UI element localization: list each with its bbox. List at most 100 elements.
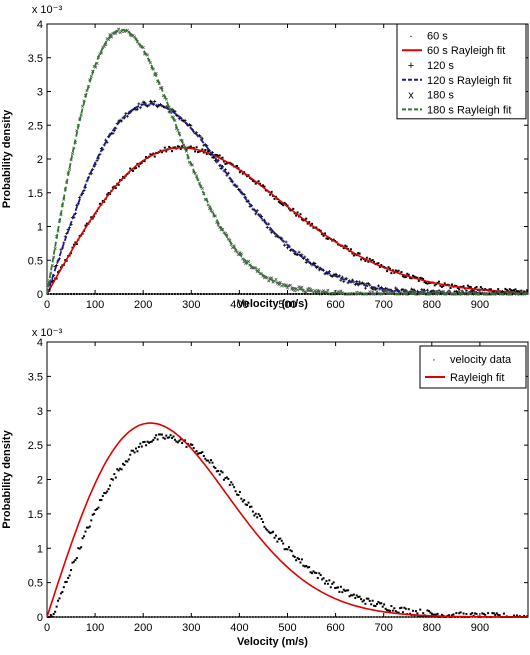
data-point	[94, 508, 97, 511]
data-point	[204, 457, 207, 460]
data-point	[204, 149, 207, 152]
data-point	[325, 237, 328, 240]
data-point	[384, 607, 387, 610]
data-point	[82, 188, 86, 192]
x-tick-label: 100	[86, 622, 104, 634]
data-point	[119, 467, 122, 470]
data-point	[85, 222, 88, 225]
data-point	[121, 462, 124, 465]
baseline-point	[153, 616, 156, 618]
y-tick-label: 3.5	[28, 371, 43, 383]
data-point	[425, 281, 428, 284]
data-point	[270, 190, 273, 193]
data-point	[378, 602, 381, 605]
baseline-point	[407, 293, 410, 295]
data-point	[59, 592, 62, 595]
data-point	[390, 605, 393, 608]
data-series-2	[46, 99, 529, 296]
baseline-point	[142, 293, 144, 295]
data-point	[377, 262, 380, 265]
data-point	[410, 277, 413, 280]
data-point	[264, 527, 267, 530]
data-point	[120, 468, 123, 471]
data-point	[332, 581, 335, 584]
baseline-point	[122, 616, 124, 618]
data-point	[55, 263, 59, 267]
data-point	[84, 530, 87, 533]
data-point	[492, 612, 495, 615]
data-point	[197, 151, 200, 154]
data-point	[315, 226, 318, 229]
data-point	[296, 557, 299, 560]
data-point	[469, 613, 472, 616]
data-point	[247, 501, 250, 504]
data-point	[168, 436, 171, 439]
baseline-point	[280, 616, 283, 618]
data-point	[330, 274, 334, 278]
data-point	[150, 440, 153, 443]
baseline-point	[67, 616, 69, 618]
data-point	[442, 284, 445, 287]
data-point	[261, 184, 264, 187]
baseline-point	[185, 616, 188, 618]
data-point	[238, 490, 241, 493]
baseline-point	[234, 293, 237, 295]
data-point	[352, 280, 356, 284]
baseline-point	[329, 293, 332, 295]
baseline-point	[295, 293, 297, 295]
data-point	[504, 287, 507, 290]
data-point	[324, 582, 327, 585]
baseline-point	[136, 293, 139, 295]
data-point	[220, 470, 223, 473]
data-point	[137, 165, 140, 168]
y-tick-label: 2	[37, 154, 43, 166]
legend-label: 180 s	[427, 90, 454, 102]
data-point	[401, 275, 404, 278]
data-point	[250, 505, 253, 508]
baseline-point	[393, 293, 396, 295]
data-point	[214, 153, 217, 156]
data-point	[520, 289, 523, 292]
data-point	[475, 612, 478, 615]
baseline-point	[480, 293, 482, 295]
data-point	[427, 282, 430, 285]
data-point	[176, 128, 180, 132]
data-point	[429, 611, 432, 614]
baseline-point	[370, 616, 372, 618]
data-point	[185, 148, 188, 151]
baseline-point	[416, 616, 419, 618]
baseline-point	[439, 293, 442, 295]
data-point	[238, 171, 241, 174]
data-point	[344, 244, 347, 247]
data-point	[75, 129, 79, 133]
data-point	[285, 286, 290, 290]
data-point	[111, 186, 114, 189]
data-point	[284, 240, 288, 244]
data-point	[423, 281, 426, 284]
data-point	[308, 566, 311, 569]
data-point	[197, 452, 200, 455]
baseline-point	[145, 616, 147, 618]
baseline-point	[286, 293, 289, 295]
data-point	[61, 590, 64, 593]
data-point	[337, 274, 341, 278]
data-point	[223, 160, 226, 163]
data-point	[321, 578, 324, 581]
data-point	[285, 548, 288, 551]
baseline-point	[133, 293, 136, 295]
baseline-point	[231, 616, 234, 618]
legend-marker: x	[408, 90, 414, 102]
data-point	[269, 532, 272, 535]
data-point	[328, 579, 331, 582]
data-point	[312, 570, 315, 573]
data-point	[85, 526, 88, 529]
data-point	[171, 437, 174, 440]
data-point	[362, 599, 365, 602]
data-point	[439, 284, 442, 287]
data-point	[386, 270, 389, 273]
baseline-point	[156, 293, 159, 295]
baseline-point	[338, 616, 341, 618]
baseline-point	[405, 616, 407, 618]
data-point	[166, 436, 169, 439]
data-point	[326, 237, 329, 240]
